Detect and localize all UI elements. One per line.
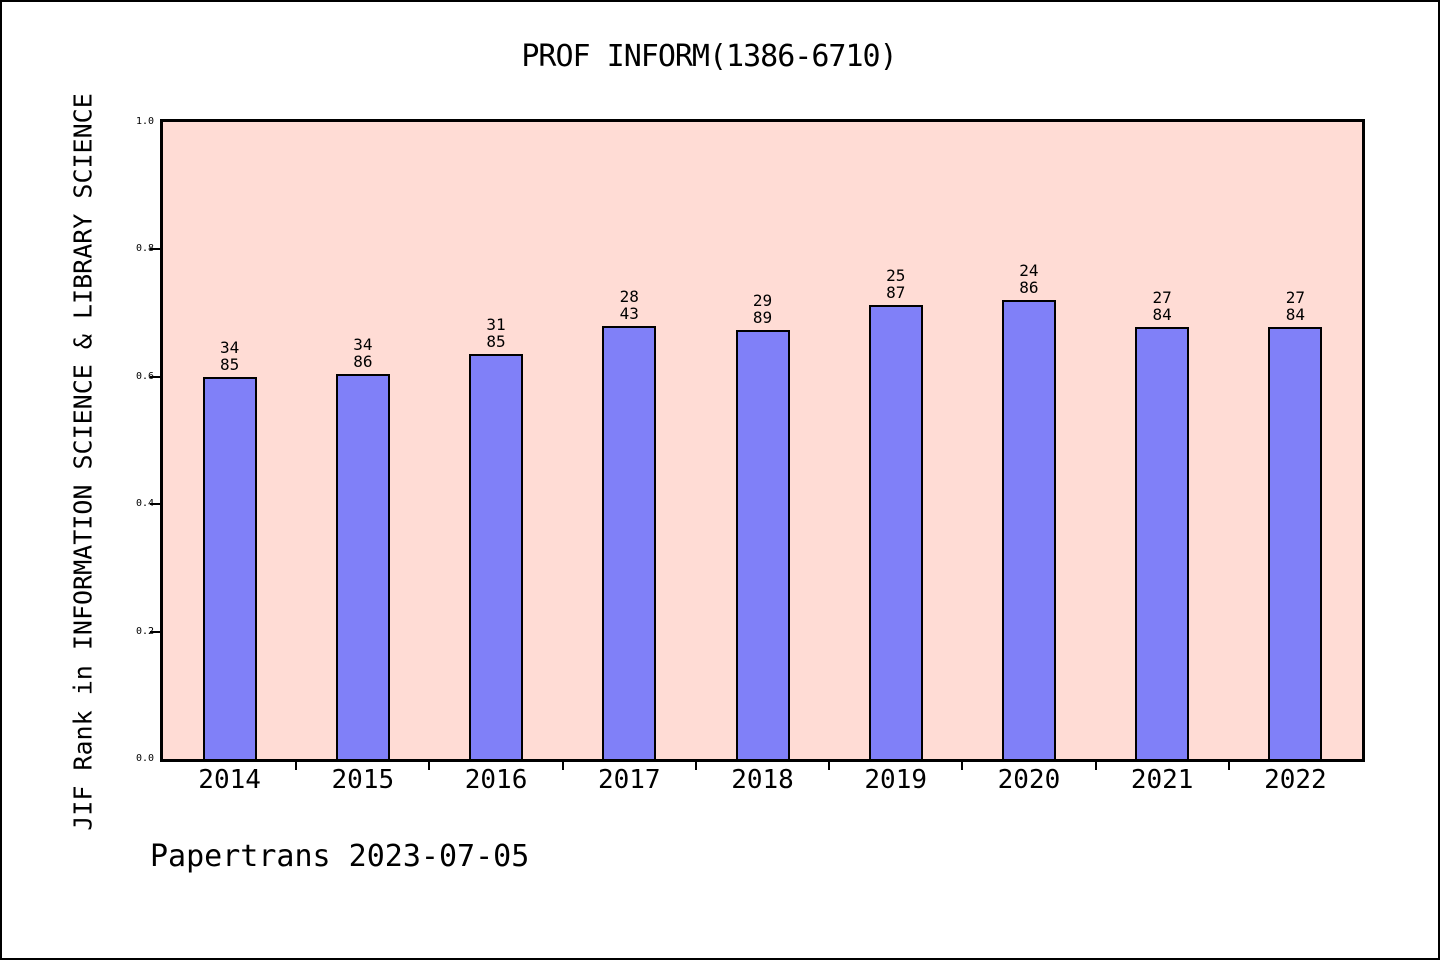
- y-tick-label: 0.0: [135, 753, 154, 764]
- x-tick-label: 2014: [198, 765, 261, 795]
- bar: [735, 330, 790, 759]
- bar: [602, 326, 657, 759]
- x-minor-tick: [561, 762, 564, 770]
- bar-value-label: 29 89: [752, 291, 773, 328]
- y-tick-label: 0.6: [135, 370, 154, 382]
- x-tick-label: 2022: [1264, 765, 1327, 795]
- bar-value-label: 34 86: [353, 335, 373, 372]
- chart-title: PROF INFORM(1386-6710): [521, 39, 897, 74]
- x-tick-label: 2019: [864, 765, 928, 795]
- x-tick-label: 2021: [1130, 765, 1194, 795]
- bar-value-label: 31 85: [486, 315, 506, 352]
- x-minor-tick: [694, 762, 697, 770]
- x-tick-label: 2020: [997, 765, 1061, 795]
- bar-value-label: 27 84: [1285, 288, 1305, 325]
- y-tick-label: 1.0: [135, 116, 154, 127]
- y-tick-mark: [150, 503, 160, 506]
- bar: [202, 377, 257, 759]
- x-minor-tick: [1227, 762, 1230, 770]
- y-tick-label: 0.2: [135, 625, 154, 637]
- x-minor-tick: [961, 762, 964, 770]
- bar: [1135, 327, 1190, 759]
- footer-watermark: Papertrans 2023-07-05: [150, 839, 530, 874]
- bar-value-label: 34 85: [219, 338, 240, 375]
- y-tick-label: 0.8: [135, 243, 154, 255]
- y-axis-label: JIF Rank in INFORMATION SCIENCE & LIBRAR…: [68, 93, 98, 831]
- bar-value-label: 27 84: [1152, 288, 1172, 325]
- bar: [1001, 300, 1056, 759]
- bar: [1268, 327, 1323, 759]
- plot-inner: 34 85 34 86 31 85 28 43 29 89 25 87 24 86 27 84…: [163, 122, 1362, 759]
- x-tick-label: 2017: [597, 765, 661, 795]
- x-tick-label: 2018: [731, 765, 794, 795]
- x-minor-tick: [1094, 762, 1097, 770]
- x-tick-label: 2016: [464, 765, 528, 795]
- bar-value-label: 28 43: [619, 287, 639, 324]
- x-minor-tick: [428, 762, 431, 770]
- plot-area: 34 85 34 86 31 85 28 43 29 89 25 87 24 86 27 84…: [160, 119, 1365, 762]
- bar: [868, 305, 923, 759]
- bar-value-label: 24 86: [1019, 261, 1039, 298]
- bar-value-label: 25 87: [886, 266, 906, 303]
- bar: [335, 374, 390, 759]
- y-tick-mark: [150, 248, 160, 251]
- x-minor-tick: [828, 762, 831, 770]
- y-tick-mark: [150, 375, 160, 378]
- bar: [469, 354, 524, 759]
- x-tick-label: 2015: [331, 765, 395, 795]
- y-tick-mark: [150, 630, 160, 633]
- x-minor-tick: [295, 762, 298, 770]
- y-tick-label: 0.4: [135, 498, 154, 510]
